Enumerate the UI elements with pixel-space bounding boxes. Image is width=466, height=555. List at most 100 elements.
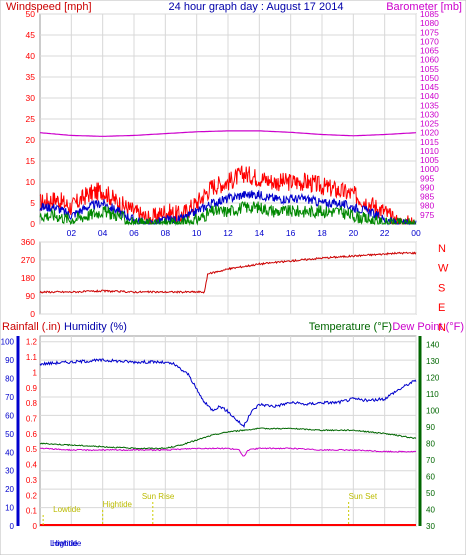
hour-tick-label: 20 — [349, 228, 359, 238]
annotation-label: Sun Set — [349, 492, 378, 501]
humidity-tick-label: 30 — [5, 467, 14, 476]
compass-label: N — [438, 243, 446, 255]
windspeed-tick-label: 15 — [26, 156, 36, 166]
temperature-tick-label: 60 — [426, 472, 435, 481]
hour-tick-label: 06 — [129, 228, 139, 238]
hour-tick-label: 10 — [192, 228, 202, 238]
rainfall-tick-label: 0.8 — [26, 399, 38, 408]
windspeed-tick-label: 5 — [30, 198, 35, 208]
humidity-tick-label: 20 — [5, 485, 14, 494]
tide-bottom-label: Hightide — [52, 539, 82, 548]
barometer-tick-label: 1075 — [420, 27, 439, 37]
humidity-series — [39, 358, 417, 428]
temperature-tick-label: 40 — [426, 505, 435, 514]
barometer-tick-label: 1035 — [420, 100, 439, 110]
barometer-tick-label: 1070 — [420, 36, 439, 46]
temperature-tick-label: 140 — [426, 340, 440, 349]
temperature-tick-label: 130 — [426, 357, 440, 366]
windspeed-tick-label: 20 — [26, 135, 36, 145]
barometer-tick-label: 1010 — [420, 146, 439, 156]
barometer-tick-label: 980 — [420, 201, 434, 211]
hour-tick-label: 08 — [161, 228, 171, 238]
hour-tick-label: 22 — [380, 228, 390, 238]
dewpoint-axis-title: Dew Point (°F) — [392, 321, 464, 333]
temperature-tick-label: 110 — [426, 390, 439, 399]
temperature-tick-label: 50 — [426, 489, 435, 498]
humidity-tick-label: 90 — [5, 356, 14, 365]
direction-tick-label: 90 — [26, 291, 36, 301]
rainfall-tick-label: 1.2 — [26, 338, 38, 347]
barometer-tick-label: 1055 — [420, 64, 439, 74]
annotation-label: Lowtide — [53, 505, 81, 514]
barometer-tick-label: 1050 — [420, 73, 439, 83]
barometer-tick-label: 1085 — [420, 9, 439, 19]
direction-tick-label: 360 — [21, 237, 35, 247]
hour-tick-label: 12 — [223, 228, 233, 238]
barometer-tick-label: 1025 — [420, 119, 439, 129]
direction-tick-label: 270 — [21, 255, 35, 265]
wind-average-series — [39, 190, 417, 226]
barometer-tick-label: 1005 — [420, 155, 439, 165]
annotation-label: Hightide — [103, 500, 133, 509]
chart-title: 24 hour graph day : August 17 2014 — [169, 1, 344, 13]
annotation-label: Sun Rise — [142, 492, 175, 501]
barometer-tick-label: 1015 — [420, 137, 439, 147]
humidity-tick-label: 50 — [5, 430, 14, 439]
rainfall-tick-label: 0.9 — [26, 384, 38, 393]
direction-tick-label: 0 — [30, 309, 35, 319]
direction-tick-label: 180 — [21, 273, 35, 283]
humidity-tick-label: 0 — [10, 522, 15, 531]
windspeed-tick-label: 35 — [26, 72, 36, 82]
humidity-axis-title: Humidity (%) — [64, 321, 127, 333]
dew-point-series — [40, 447, 417, 457]
hour-tick-label: 00 — [411, 228, 421, 238]
temperature-tick-label: 100 — [426, 406, 440, 415]
barometer-tick-label: 1020 — [420, 128, 439, 138]
rainfall-tick-label: 0 — [33, 522, 38, 531]
barometer-tick-label: 1040 — [420, 91, 439, 101]
compass-label: W — [438, 263, 449, 275]
wind-gust-series — [39, 165, 416, 225]
windspeed-tick-label: 10 — [26, 177, 36, 187]
barometer-series — [39, 130, 417, 137]
rainfall-tick-label: 0.5 — [26, 445, 38, 454]
rainfall-tick-label: 0.4 — [26, 461, 38, 470]
temperature-tick-label: 70 — [426, 456, 435, 465]
humidity-tick-label: 100 — [1, 338, 15, 347]
temperature-series — [39, 427, 417, 450]
humidity-tick-label: 80 — [5, 375, 14, 384]
hour-tick-label: 02 — [67, 228, 77, 238]
rainfall-tick-label: 0.2 — [26, 491, 38, 500]
barometer-tick-label: 1080 — [420, 18, 439, 28]
hour-tick-label: 16 — [286, 228, 296, 238]
wind-lull-series — [39, 201, 416, 226]
humidity-tick-label: 10 — [5, 504, 14, 513]
barometer-tick-label: 985 — [420, 192, 434, 202]
rainfall-axis-title: Rainfall (.in) — [2, 321, 61, 333]
temperature-tick-label: 90 — [426, 423, 435, 432]
barometer-tick-label: 990 — [420, 182, 434, 192]
barometer-tick-label: 1000 — [420, 164, 439, 174]
temperature-tick-label: 80 — [426, 439, 435, 448]
barometer-tick-label: 995 — [420, 173, 434, 183]
compass-label: N — [438, 322, 446, 334]
temperature-tick-label: 30 — [426, 522, 435, 531]
windspeed-tick-label: 50 — [26, 9, 36, 19]
barometer-tick-label: 1060 — [420, 55, 439, 65]
windspeed-tick-label: 30 — [26, 93, 36, 103]
compass-label: S — [438, 282, 445, 294]
rainfall-tick-label: 1.1 — [26, 353, 38, 362]
rainfall-tick-label: 0.3 — [26, 476, 38, 485]
windspeed-axis-title: Windspeed [mph] — [6, 1, 92, 13]
rainfall-tick-label: 0.1 — [26, 507, 38, 516]
hour-tick-label: 04 — [98, 228, 108, 238]
compass-label: E — [438, 302, 445, 314]
temperature-axis-title: Temperature (°F) — [309, 321, 392, 333]
barometer-tick-label: 975 — [420, 210, 434, 220]
tide-bottom-label: Lowtide — [50, 539, 78, 548]
humidity-tick-label: 40 — [5, 448, 14, 457]
rainfall-tick-label: 1 — [33, 368, 38, 377]
rainfall-tick-label: 0.6 — [26, 430, 38, 439]
